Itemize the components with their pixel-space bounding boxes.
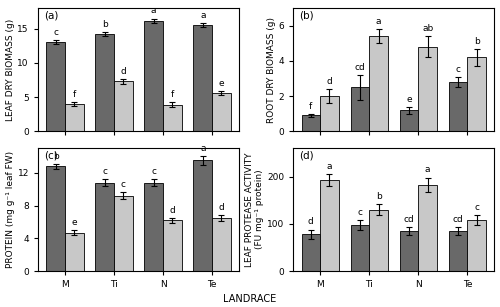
Bar xyxy=(320,96,339,131)
Text: f: f xyxy=(309,102,312,111)
Text: cd: cd xyxy=(404,215,414,224)
Bar xyxy=(418,185,437,271)
Bar xyxy=(114,81,132,131)
Text: cd: cd xyxy=(354,63,366,72)
Text: LANDRACE: LANDRACE xyxy=(224,294,276,304)
Text: f: f xyxy=(72,90,76,99)
Text: c: c xyxy=(151,167,156,176)
Bar xyxy=(350,225,370,271)
Text: d: d xyxy=(218,203,224,212)
Bar xyxy=(468,57,486,131)
Bar xyxy=(370,37,388,131)
Text: a: a xyxy=(376,17,382,26)
Text: e: e xyxy=(406,95,412,103)
Bar xyxy=(96,34,114,131)
Text: b: b xyxy=(376,192,382,201)
Text: c: c xyxy=(456,65,460,74)
Text: a: a xyxy=(200,11,205,20)
Bar xyxy=(212,218,231,271)
Text: d: d xyxy=(170,206,175,215)
Text: c: c xyxy=(474,203,480,212)
Text: d: d xyxy=(326,77,332,86)
Bar xyxy=(400,231,418,271)
Text: (b): (b) xyxy=(299,11,314,21)
Bar xyxy=(96,183,114,271)
Text: b: b xyxy=(474,37,480,46)
Text: c: c xyxy=(53,28,58,37)
Text: a: a xyxy=(425,165,430,174)
Bar xyxy=(400,110,418,131)
Bar xyxy=(114,196,132,271)
Text: c: c xyxy=(102,167,107,176)
Bar xyxy=(163,105,182,131)
Bar xyxy=(449,231,468,271)
Bar xyxy=(449,82,468,131)
Bar xyxy=(194,161,212,271)
Bar xyxy=(163,220,182,271)
Text: cd: cd xyxy=(452,215,464,224)
Text: e: e xyxy=(72,218,77,227)
Bar xyxy=(350,87,370,131)
Bar xyxy=(370,210,388,271)
Text: d: d xyxy=(120,67,126,76)
Text: (c): (c) xyxy=(44,151,58,161)
Bar xyxy=(418,47,437,131)
Bar xyxy=(144,183,163,271)
Y-axis label: ROOT DRY BIOMASS (g): ROOT DRY BIOMASS (g) xyxy=(266,17,276,123)
Bar xyxy=(144,21,163,131)
Text: d: d xyxy=(308,217,314,227)
Text: ab: ab xyxy=(422,24,434,33)
Bar xyxy=(468,220,486,271)
Y-axis label: LEAF PROTEASE ACTIVITY
(FU mg⁻¹ protein): LEAF PROTEASE ACTIVITY (FU mg⁻¹ protein) xyxy=(244,152,264,267)
Y-axis label: PROTEIN (mg g⁻¹ leaf FW): PROTEIN (mg g⁻¹ leaf FW) xyxy=(6,151,15,268)
Text: c: c xyxy=(358,208,362,217)
Text: a: a xyxy=(326,162,332,171)
Text: f: f xyxy=(171,90,174,99)
Bar xyxy=(302,115,320,131)
Text: c: c xyxy=(121,181,126,189)
Bar xyxy=(65,104,84,131)
Bar xyxy=(65,233,84,271)
Bar xyxy=(212,93,231,131)
Text: b: b xyxy=(52,152,59,161)
Text: a: a xyxy=(151,6,156,15)
Text: e: e xyxy=(218,79,224,88)
Text: a: a xyxy=(200,144,205,153)
Y-axis label: LEAF DRY BIOMASS (g): LEAF DRY BIOMASS (g) xyxy=(6,19,15,121)
Bar xyxy=(46,42,65,131)
Bar xyxy=(302,234,320,271)
Bar xyxy=(194,25,212,131)
Text: (d): (d) xyxy=(299,151,314,161)
Bar xyxy=(46,166,65,271)
Text: b: b xyxy=(102,20,108,29)
Text: (a): (a) xyxy=(44,11,59,21)
Bar xyxy=(320,180,339,271)
